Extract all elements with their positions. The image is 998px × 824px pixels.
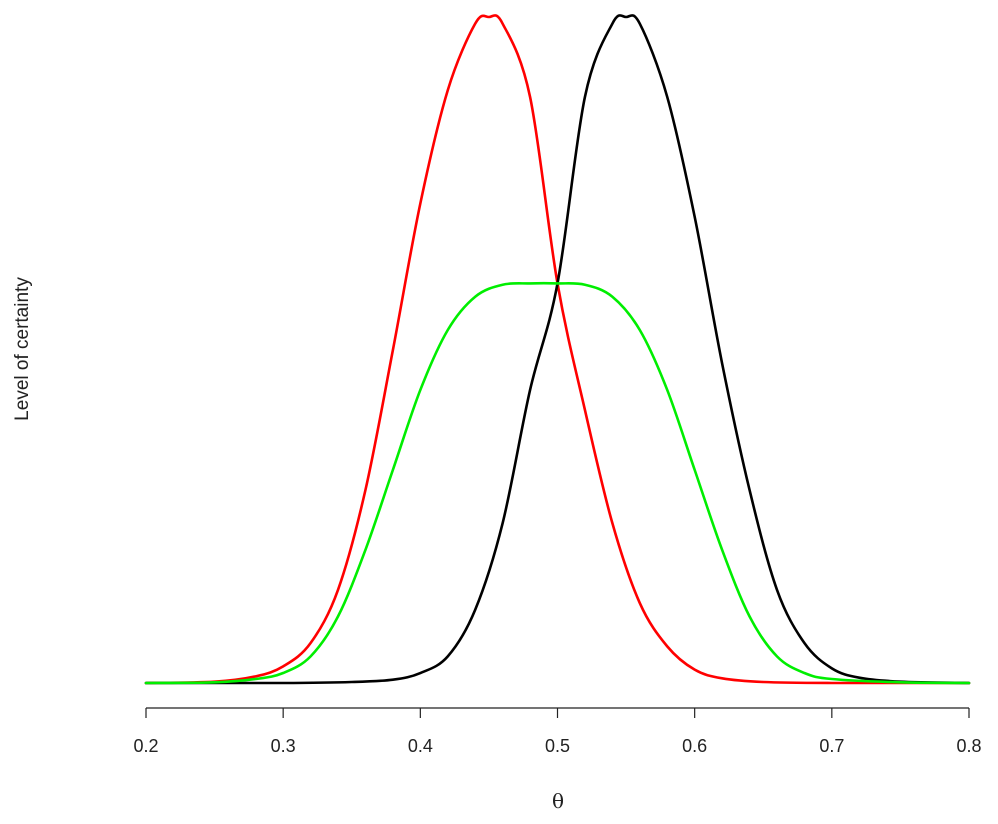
x-ticks: 0.2 0.3 0.4 0.5 0.6 0.7 0.8: [133, 708, 982, 756]
series-line-green: [144, 281, 971, 685]
x-tick-label: 0.2: [133, 736, 158, 756]
x-tick-label: 0.3: [271, 736, 296, 756]
x-tick-label: 0.7: [819, 736, 844, 756]
series-line-black: [144, 14, 971, 685]
y-axis-title: Level of certainty: [12, 277, 33, 421]
x-tick-label: 0.5: [545, 736, 570, 756]
series-line-red: [144, 14, 971, 685]
x-tick-label: 0.8: [956, 736, 981, 756]
series-layer: [144, 14, 971, 685]
x-axis-title: θ: [552, 789, 564, 813]
x-tick-label: 0.4: [408, 736, 433, 756]
x-tick-label: 0.6: [682, 736, 707, 756]
